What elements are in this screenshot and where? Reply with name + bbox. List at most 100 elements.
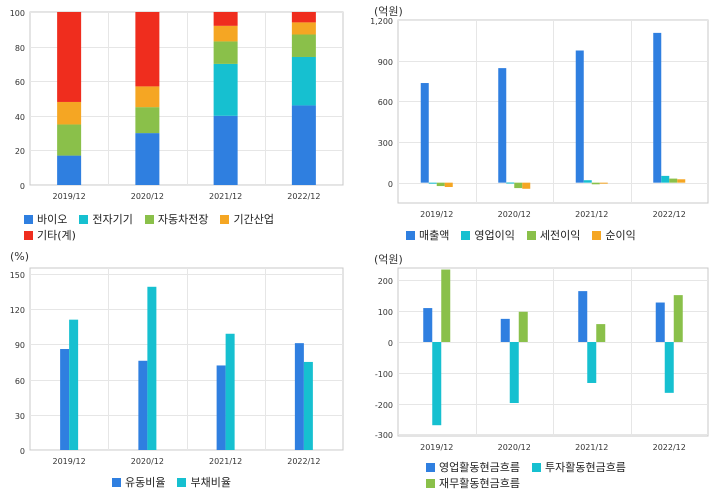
legend-label: 부채비율 — [190, 476, 231, 489]
income-unit-label: (억원) — [374, 5, 403, 18]
cashflow-chart: -300 -200 -100 0 100 200 2019/12 2020/12 2021/12… — [375, 267, 709, 452]
bar-부채비율 — [303, 361, 313, 450]
bar-투자활동현금흐름 — [587, 341, 597, 383]
bar-부채비율 — [225, 333, 235, 450]
legend-item: 영업이익 — [461, 228, 515, 243]
x-tick-label: 2021/12 — [209, 457, 242, 466]
ratio-legend: 유동비율 부채비율 — [112, 475, 332, 491]
y-tick-label: 100 — [378, 308, 393, 317]
legend-label: 재무활동현금흐름 — [439, 477, 520, 490]
legend-swatch — [426, 463, 435, 472]
bar-부채비율 — [69, 319, 79, 450]
x-tick-label: 2020/12 — [498, 210, 531, 219]
bar-영업활동현금흐름 — [578, 291, 588, 342]
bar-재무활동현금흐름 — [596, 324, 606, 342]
bar-순이익 — [444, 182, 453, 188]
bar-세전이익 — [514, 182, 523, 189]
x-tick-label: 2022/12 — [653, 210, 686, 219]
cashflow-chart-panel: (억원) -300 -200 -100 0 100 200 2019/12 2020/12 20… — [360, 248, 720, 496]
y-tick-label: -100 — [375, 370, 393, 379]
legend-swatch — [461, 231, 471, 240]
bar-기타(계) — [57, 12, 82, 102]
bar-자동차전장 — [135, 107, 160, 134]
legend-swatch — [220, 215, 230, 224]
bar-바이오 — [57, 155, 82, 185]
bar-재무활동현금흐름 — [441, 269, 451, 342]
bar-기타(계) — [291, 12, 316, 23]
bar-기타(계) — [213, 12, 238, 26]
legend-swatch — [112, 478, 121, 487]
x-tick-label: 2019/12 — [53, 192, 86, 201]
x-tick-label: 2021/12 — [209, 192, 242, 201]
legend-item: 순이익 — [592, 228, 636, 243]
y-tick-label: 0 — [388, 339, 393, 348]
bar-기간산업 — [135, 86, 160, 108]
legend-swatch — [406, 231, 415, 240]
x-tick-label: 2020/12 — [131, 192, 164, 201]
x-tick-label: 2022/12 — [287, 192, 320, 201]
x-tick-label: 2019/12 — [53, 457, 86, 466]
bar-세전이익 — [669, 178, 678, 183]
cashflow-unit-label: (억원) — [374, 253, 403, 266]
ratio-chart: 0 30 60 90 120 150 2019/12 2020/12 2021/12 2022/1… — [10, 267, 344, 466]
bar-매출액 — [653, 32, 662, 183]
y-tick-label: 300 — [378, 139, 393, 148]
bar-투자활동현금흐름 — [509, 341, 519, 404]
legend-item: 전자기기 — [79, 212, 133, 227]
legend-swatch — [24, 215, 33, 224]
composition-legend: 바이오 전자기기 자동차전장 기간산업 기타(계) — [24, 212, 344, 244]
bar-영업활동현금흐름 — [500, 318, 510, 342]
y-tick-label: 30 — [15, 412, 25, 421]
legend-item: 기간산업 — [220, 212, 274, 227]
bar-전자기기 — [291, 56, 316, 106]
y-tick-label: -300 — [375, 431, 393, 440]
legend-swatch — [79, 215, 89, 224]
y-tick-label: -200 — [375, 401, 393, 410]
legend-label: 매출액 — [419, 229, 450, 242]
x-tick-label: 2020/12 — [498, 443, 531, 452]
bar-부채비율 — [147, 286, 157, 450]
bar-재무활동현금흐름 — [673, 295, 683, 342]
legend-item: 매출액 — [406, 228, 449, 243]
x-tick-label: 2020/12 — [131, 457, 164, 466]
legend-item: 자동차전장 — [144, 212, 209, 227]
composition-chart-panel: 0 20 40 60 80 100 2019/12 2020/12 2021/12 2022/12… — [0, 0, 360, 250]
y-tick-label: 0 — [20, 182, 25, 191]
plot-frame — [29, 11, 344, 186]
y-tick-label: 20 — [15, 147, 25, 156]
income-legend: 매출액 영업이익 세전이익 순이익 — [406, 228, 706, 244]
bar-바이오 — [135, 133, 160, 185]
legend-item: 재무활동현금흐름 — [426, 476, 520, 491]
y-tick-label: 60 — [15, 78, 25, 87]
bar-영업이익 — [506, 182, 515, 184]
bar-매출액 — [498, 68, 507, 183]
legend-item: 부채비율 — [177, 475, 231, 490]
bar-유동비율 — [294, 343, 304, 450]
composition-chart: 0 20 40 60 80 100 2019/12 2020/12 2021/12 2022/12 — [10, 9, 344, 201]
income-chart-panel: (억원) 0 300 600 900 1,200 2019/12 2020/12 2021/1… — [360, 0, 720, 250]
y-tick-label: 600 — [378, 98, 393, 107]
legend-item: 세전이익 — [526, 228, 580, 243]
x-tick-label: 2022/12 — [287, 457, 320, 466]
legend-label: 전자기기 — [92, 213, 133, 226]
legend-swatch — [526, 231, 536, 240]
y-tick-label: 60 — [15, 377, 25, 386]
y-tick-label: 80 — [15, 44, 25, 53]
legend-item: 투자활동현금흐름 — [531, 460, 626, 475]
legend-item: 영업활동현금흐름 — [426, 460, 520, 475]
legend-label: 투자활동현금흐름 — [544, 461, 626, 474]
income-chart: 0 300 600 900 1,200 2019/12 2020/12 2021/12 2022… — [370, 17, 709, 219]
y-tick-label: 1,200 — [370, 17, 393, 26]
bar-순이익 — [599, 182, 608, 184]
bar-기간산업 — [57, 101, 82, 125]
legend-label: 바이오 — [37, 213, 68, 226]
y-tick-label: 40 — [15, 113, 25, 122]
legend-item: 유동비율 — [112, 475, 165, 490]
x-tick-label: 2019/12 — [420, 443, 453, 452]
legend-swatch — [144, 215, 154, 224]
y-tick-label: 900 — [378, 58, 393, 67]
legend-label: 자동차전장 — [157, 213, 209, 226]
bar-자동차전장 — [291, 34, 316, 57]
bar-기타(계) — [135, 12, 160, 87]
